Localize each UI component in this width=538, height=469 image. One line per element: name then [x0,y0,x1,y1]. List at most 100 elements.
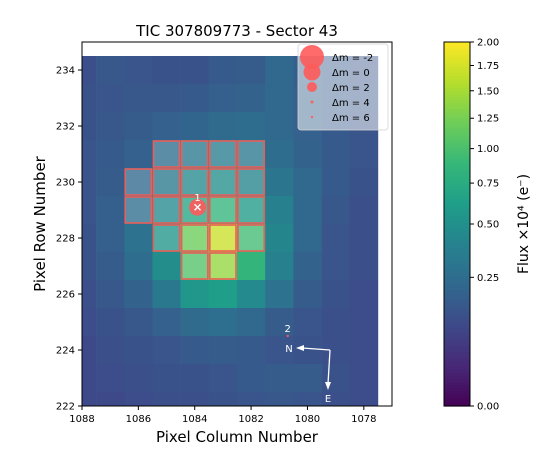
heatmap-cell [96,308,125,337]
colorbar-segment [444,114,470,119]
colorbar-segment [444,345,470,349]
colorbar-tick-label: 1.50 [477,86,499,97]
aperture-pixel [209,224,237,252]
heatmap-cell [237,140,266,169]
heatmap-cell [293,336,322,365]
heatmap-cell [237,252,266,281]
heatmap-cell [349,224,379,253]
colorbar-segment [444,154,470,158]
heatmap-cell [152,196,181,225]
colorbar-segment [444,90,470,95]
heatmap-cell [124,112,153,141]
heatmap-cell [349,392,379,406]
colorbar-segment [444,217,470,222]
colorbar-segment [444,178,470,183]
colorbar-segment [444,248,470,252]
colorbar-segment [444,54,470,58]
heatmap-cell [237,224,266,253]
colorbar-segment [444,269,470,274]
heatmap-cell [124,252,153,281]
heatmap-cell [82,252,97,281]
x-axis: 1088 1086 1084 1082 1080 1078 [69,406,377,425]
heatmap-cell [349,140,379,169]
colorbar-segment [444,142,470,146]
heatmap-cell [152,280,181,309]
colorbar-segment [444,257,470,261]
colorbar-segment [444,48,470,52]
heatmap-cell [152,168,181,197]
colorbar-segment [444,105,470,110]
colorbar-segment [444,357,470,362]
heatmap-cell [96,336,125,365]
heatmap-cell [208,56,238,85]
heatmap-cell [96,252,125,281]
y-tick-label: 230 [56,178,75,189]
heatmap-cell [265,252,294,281]
compass-north-head [296,345,304,351]
colorbar-segment [444,78,470,83]
colorbar-segment [444,360,470,365]
colorbar-segment [444,302,470,307]
colorbar-segment [444,148,470,152]
heatmap-cell [82,112,97,141]
compass-e-label: E [325,394,331,405]
colorbar-segment [444,190,470,195]
heatmap-cell [265,168,294,197]
heatmap-cell [180,224,210,253]
legend-marker [310,100,314,104]
colorbar-segment [444,339,470,343]
compass-north-arrow [301,347,331,351]
heatmap-cell [96,84,125,113]
heatmap-cell [152,336,181,365]
heatmap-cell [237,336,266,365]
colorbar-segment [444,60,470,64]
heatmap-cell [82,196,97,225]
x-tick-label: 1078 [351,414,376,425]
heatmap-cell [124,224,153,253]
colorbar-segment [444,321,470,325]
aperture-pixel [180,224,209,252]
heatmap-cell [82,140,97,169]
heatmap-cell [237,56,266,85]
colorbar-segment [444,387,470,392]
heatmap-cell [321,280,351,309]
aperture-pixel [152,140,181,168]
heatmap-cell [180,56,210,85]
legend-label: Δm = 6 [332,113,370,124]
colorbar-segment [444,275,470,280]
colorbar-segment [444,278,470,283]
heatmap-cell [293,280,322,309]
colorbar-segment [444,369,470,374]
heatmap-cell [349,280,379,309]
colorbar-segment [444,208,470,213]
colorbar-segment [444,227,470,231]
colorbar-segment [444,139,470,143]
colorbar-segment [444,57,470,61]
legend-marker [310,115,314,119]
colorbar-segment [444,160,470,164]
heatmap-cell [349,196,379,225]
colorbar-segment [444,251,470,255]
colorbar-segment [444,205,470,210]
heatmap-cell [180,336,210,365]
y-axis-label: Pixel Row Number [31,155,49,292]
heatmap-cell [124,196,153,225]
colorbar-segment [444,157,470,161]
colorbar-segment [444,172,470,177]
heatmap-cell [293,168,322,197]
heatmap-cell [265,280,294,309]
colorbar-segment [444,354,470,359]
colorbar-segment [444,384,470,389]
colorbar-segment [444,381,470,386]
heatmap-cell [293,140,322,169]
y-tick-label: 232 [56,122,75,133]
heatmap-cell [293,224,322,253]
colorbar-segment [444,366,470,371]
colorbar-segment [444,126,470,131]
heatmap-cell [208,252,238,281]
y-tick-label: 234 [56,66,75,77]
aperture-pixel [180,140,209,168]
colorbar-segment [444,96,470,101]
colorbar-segment [444,93,470,98]
